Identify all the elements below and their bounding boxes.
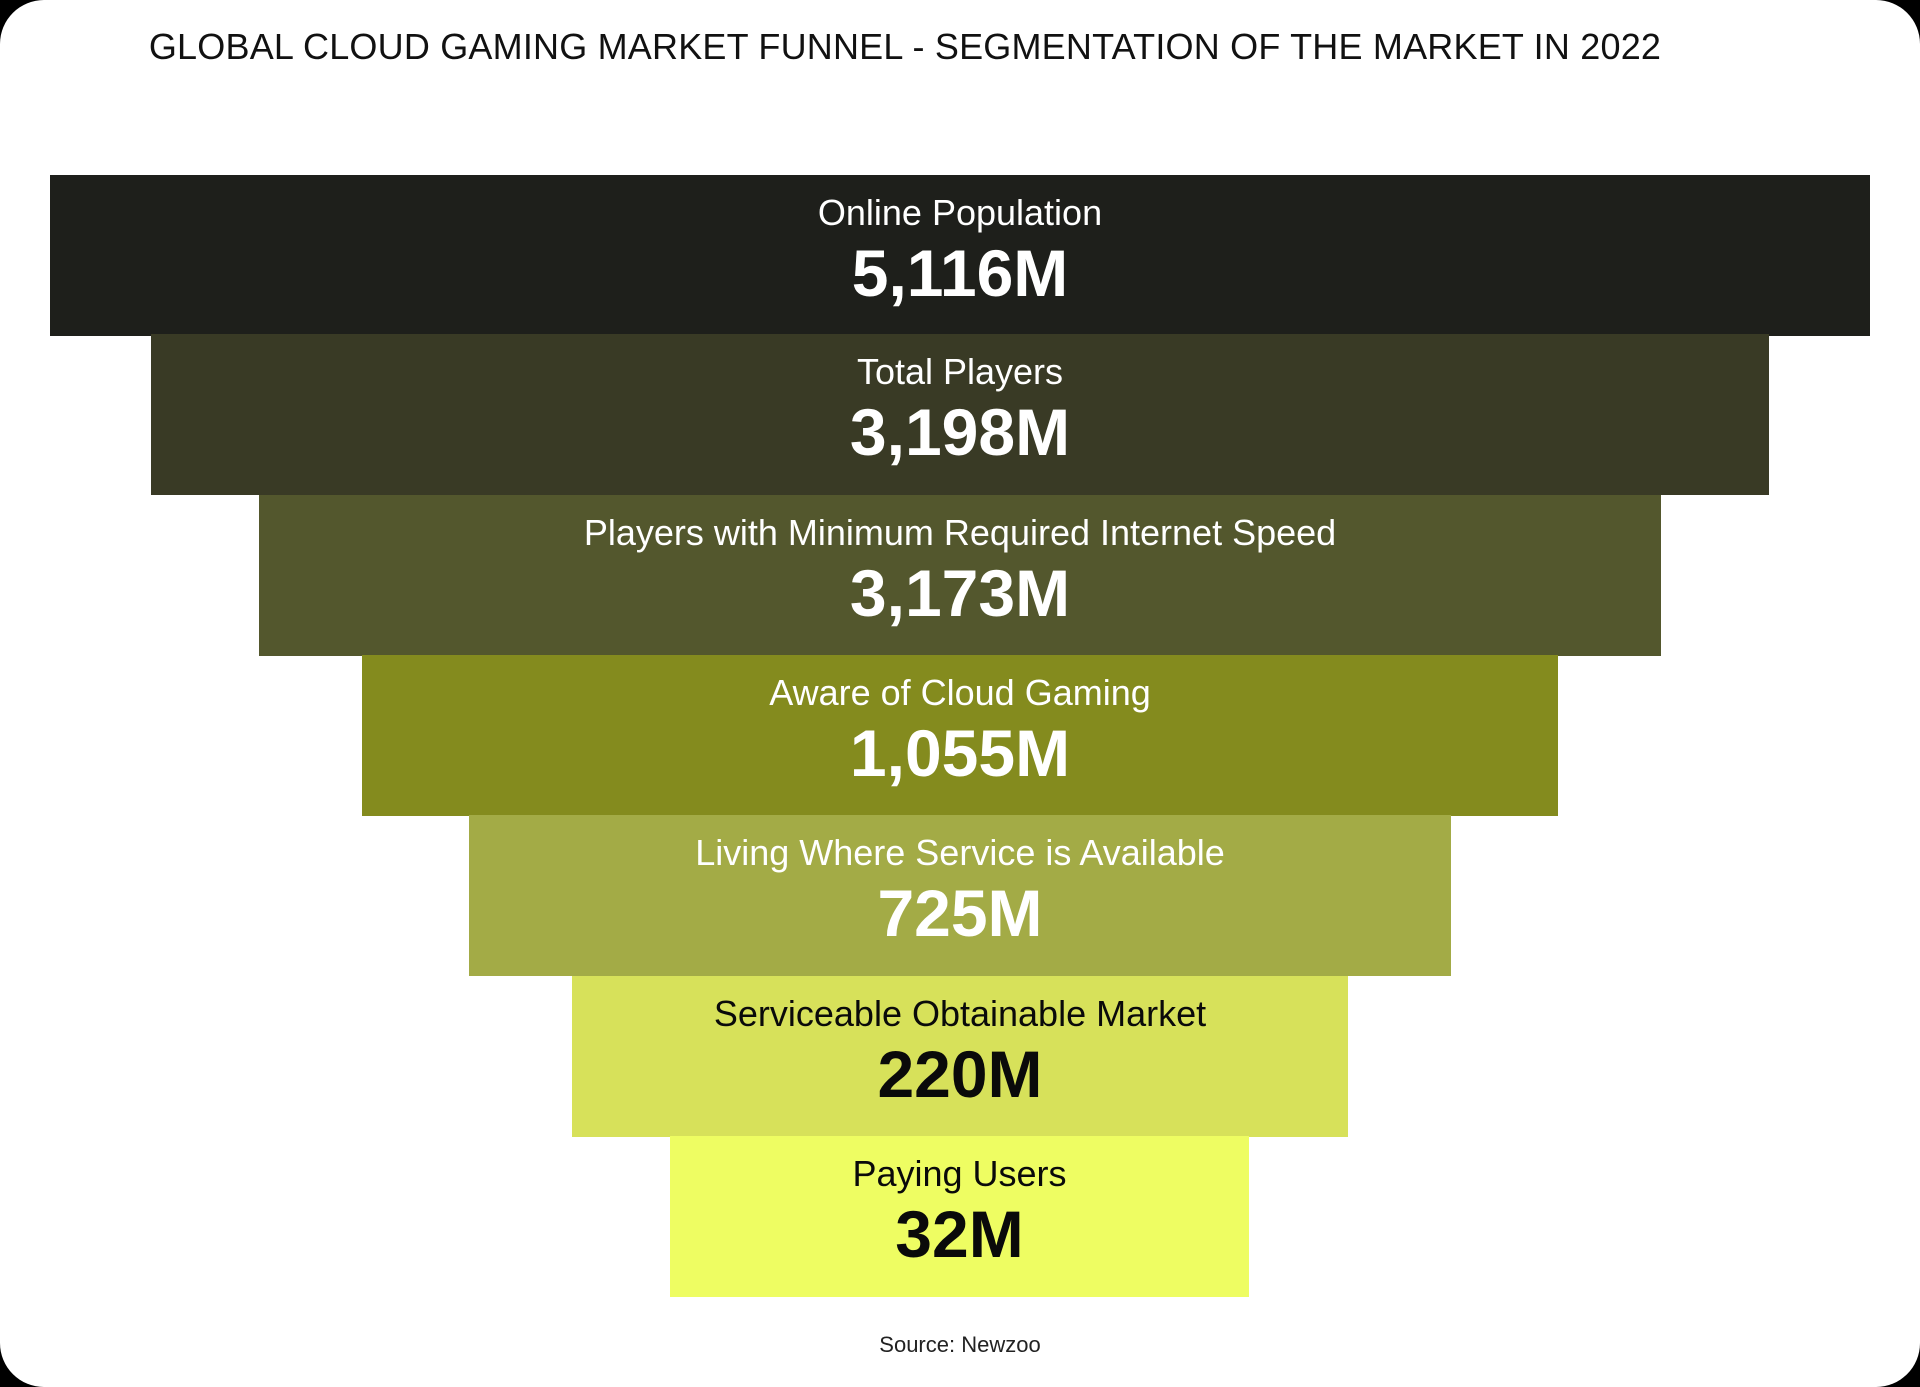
- row-value: 220M: [877, 1037, 1043, 1111]
- row-value: 32M: [895, 1197, 1024, 1271]
- funnel-row-aware-of-cloud-gaming: Aware of Cloud Gaming 1,055M: [362, 655, 1558, 816]
- funnel-row-total-players: Total Players 3,198M: [151, 334, 1769, 495]
- row-label: Online Population: [817, 192, 1103, 233]
- row-value: 5,116M: [851, 236, 1069, 310]
- funnel-row-paying-users: Paying Users 32M: [670, 1136, 1249, 1297]
- row-value: 725M: [877, 876, 1043, 950]
- source-note: Source: Newzoo: [879, 1332, 1041, 1357]
- row-label: Total Players: [856, 351, 1064, 392]
- row-label: Serviceable Obtainable Market: [713, 993, 1207, 1034]
- chart-title: GLOBAL CLOUD GAMING MARKET FUNNEL - SEGM…: [148, 26, 1662, 67]
- row-label: Paying Users: [852, 1153, 1067, 1194]
- row-label: Players with Minimum Required Internet S…: [583, 512, 1337, 553]
- row-label: Aware of Cloud Gaming: [769, 672, 1151, 713]
- funnel-row-min-internet-speed: Players with Minimum Required Internet S…: [259, 495, 1661, 656]
- funnel-row-online-population: Online Population 5,116M: [50, 175, 1870, 336]
- row-value: 3,173M: [849, 556, 1071, 630]
- row-value: 3,198M: [849, 395, 1071, 469]
- funnel-row-service-available: Living Where Service is Available 725M: [469, 815, 1451, 976]
- funnel-row-serviceable-obtainable-market: Serviceable Obtainable Market 220M: [572, 976, 1348, 1137]
- row-value: 1,055M: [849, 716, 1071, 790]
- row-label: Living Where Service is Available: [695, 832, 1225, 873]
